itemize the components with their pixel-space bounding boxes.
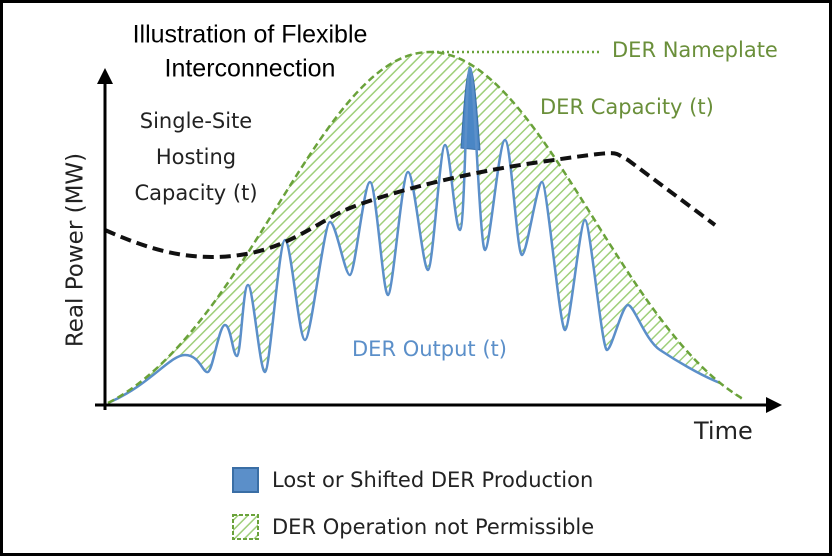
- y-arrow: [97, 68, 113, 84]
- hosting-capacity-curve: [104, 151, 717, 259]
- legend-swatch: [232, 467, 259, 493]
- x-axis-label: Time: [693, 417, 753, 445]
- hosting-label: Single-Site: [140, 109, 252, 133]
- x-arrow: [766, 397, 782, 413]
- legend-label: Lost or Shifted DER Production: [272, 468, 593, 492]
- output-under-area: [108, 68, 745, 403]
- nameplate-label: DER Nameplate: [612, 38, 778, 62]
- legend-swatch: [232, 514, 259, 540]
- der-output-curve: [107, 66, 721, 405]
- title: Interconnection: [165, 55, 336, 83]
- hosting-label: Capacity (t): [134, 181, 257, 205]
- output-label: DER Output (t): [352, 337, 507, 361]
- der-capacity-curve: [107, 50, 746, 405]
- title: Illustration of Flexible: [133, 21, 368, 49]
- legend-label: DER Operation not Permissible: [272, 515, 594, 539]
- hosting-label: Hosting: [156, 145, 236, 169]
- capacity-label: DER Capacity (t): [540, 95, 714, 119]
- y-axis-label: Real Power (MW): [63, 153, 89, 347]
